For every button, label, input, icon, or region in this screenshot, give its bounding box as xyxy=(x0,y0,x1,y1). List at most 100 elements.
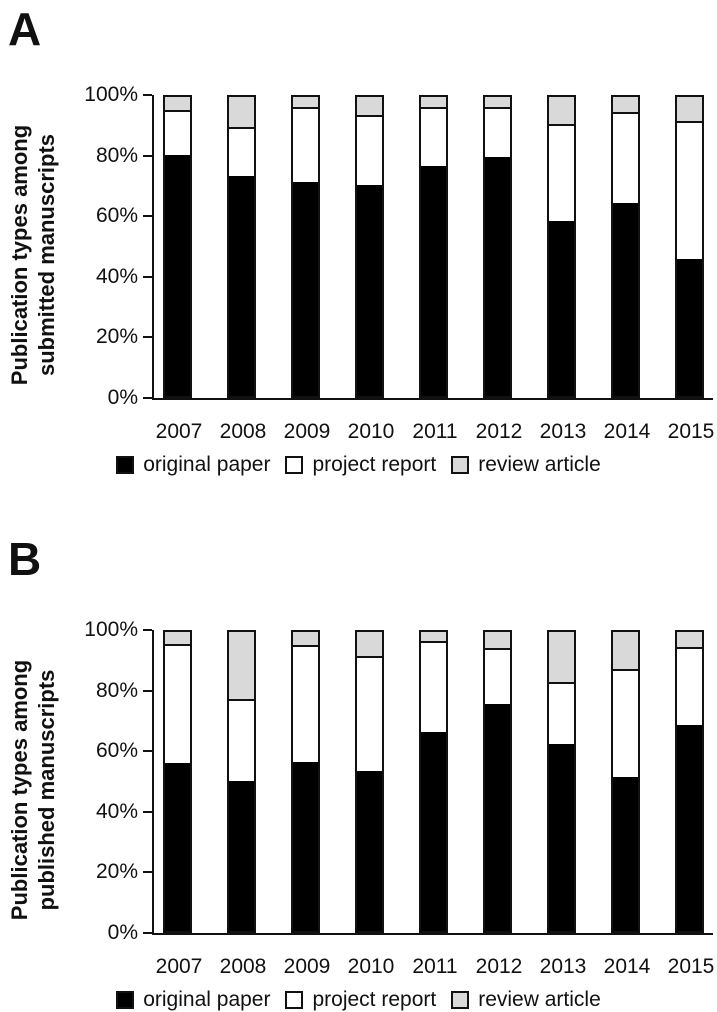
y-axis-tick xyxy=(143,750,152,753)
x-axis-tick-label: 2014 xyxy=(603,420,651,443)
y-axis-tick xyxy=(143,336,152,339)
panel-b: B Publication types among published manu… xyxy=(0,506,717,1012)
y-axis-tick-label: 100% xyxy=(84,83,138,106)
y-axis-tick xyxy=(143,215,152,218)
bar-segment-project-report xyxy=(612,113,638,203)
bar-segment-original-paper xyxy=(292,761,318,931)
bar-segment-review-article xyxy=(420,632,446,643)
bar-segment-review-article xyxy=(356,632,382,658)
bar-segment-project-report xyxy=(548,684,574,744)
bar-segment-original-paper xyxy=(484,156,510,396)
bar-segment-project-report xyxy=(420,642,446,732)
y-axis-tick-label: 0% xyxy=(107,921,138,944)
y-axis-tick xyxy=(143,275,152,278)
bar-segment-project-report xyxy=(548,125,574,221)
y-axis-tick xyxy=(143,154,152,157)
bar-2009 xyxy=(290,95,320,398)
y-axis-tick-label: 60% xyxy=(95,739,138,763)
bar-segment-original-paper xyxy=(612,202,638,396)
bar-segment-project-report xyxy=(356,657,382,771)
y-axis-tick xyxy=(143,629,152,631)
bar-2015 xyxy=(674,630,704,933)
y-axis-tick-label: 20% xyxy=(95,860,138,884)
bar-2011 xyxy=(418,630,448,933)
bar-segment-project-report xyxy=(484,109,510,157)
bar-2012 xyxy=(482,630,512,933)
bar-segment-review-article xyxy=(484,632,510,651)
bar-segment-project-report xyxy=(356,116,382,186)
bar-segment-original-paper xyxy=(676,259,702,396)
bar-2014 xyxy=(610,630,640,933)
legend-swatch-project-report xyxy=(285,456,304,474)
bar-segment-original-paper xyxy=(164,763,190,931)
bar-segment-original-paper xyxy=(356,770,382,931)
bar-2008 xyxy=(226,630,256,933)
bar-segment-review-article xyxy=(228,97,254,129)
y-axis-tick-label: 40% xyxy=(95,264,138,288)
bar-segment-original-paper xyxy=(548,743,574,931)
bar-segment-original-paper xyxy=(356,185,382,396)
bar-segment-original-paper xyxy=(612,776,638,931)
y-axis-tick-label: 0% xyxy=(107,386,138,409)
legend-label: project report xyxy=(312,453,437,476)
bar-2008 xyxy=(226,95,256,398)
panel-letter: A xyxy=(8,3,42,55)
bar-segment-project-report xyxy=(292,647,318,762)
y-axis-tick xyxy=(143,397,152,399)
bar-segment-review-article xyxy=(612,632,638,672)
bar-segment-original-paper xyxy=(676,724,702,931)
plot-area: 0% 20% 40% 60% 80% 100% xyxy=(84,83,713,409)
bar-2009 xyxy=(290,630,320,933)
bar-segment-project-report xyxy=(164,112,190,156)
x-axis-tick-label: 2015 xyxy=(667,955,715,978)
x-axis-tick-label: 2013 xyxy=(539,420,587,443)
y-axis-tick xyxy=(143,932,152,934)
x-axis-tick-label: 2010 xyxy=(347,955,395,978)
x-axis-tick-label: 2008 xyxy=(219,955,267,978)
bar-segment-original-paper xyxy=(420,165,446,396)
y-axis-tick-label: 80% xyxy=(95,678,138,702)
bar-segment-original-paper xyxy=(420,732,446,931)
x-axis-tick-label: 2015 xyxy=(667,420,715,443)
legend-item-review-article: review article xyxy=(451,453,601,477)
legend-label: review article xyxy=(478,988,601,1011)
bar-2013 xyxy=(546,95,576,398)
bar-2010 xyxy=(354,95,384,398)
bar-segment-project-report xyxy=(612,671,638,777)
legend-label: original paper xyxy=(143,453,271,476)
x-axis-tick-label: 2007 xyxy=(155,420,203,443)
x-axis-tick-label: 2007 xyxy=(155,955,203,978)
x-axis-tick-label: 2010 xyxy=(347,420,395,443)
bar-segment-original-paper xyxy=(484,703,510,931)
x-axis-tick-label: 2009 xyxy=(283,955,331,978)
y-axis-tick-label: 40% xyxy=(95,799,138,823)
y-axis-title-line-1: Publication types among xyxy=(7,659,32,921)
plot-area: 0% 20% 40% 60% 80% 100% xyxy=(84,618,713,944)
legend-item-project-report: project report xyxy=(285,453,436,477)
panel-letter: B xyxy=(8,533,42,585)
x-axis-tick-label: 2012 xyxy=(475,420,523,443)
legend-swatch-original-paper xyxy=(116,991,135,1009)
legend-swatch-original-paper xyxy=(116,456,135,474)
bar-segment-project-report xyxy=(228,700,254,782)
bar-segment-original-paper xyxy=(228,781,254,931)
x-axis-tick-label: 2011 xyxy=(412,955,458,978)
bar-segment-review-article xyxy=(484,97,510,110)
y-axis-tick-label: 100% xyxy=(84,618,138,641)
bar-2012 xyxy=(482,95,512,398)
bar-segment-review-article xyxy=(164,97,190,113)
y-axis-tick xyxy=(143,810,152,813)
legend-label: project report xyxy=(312,988,437,1011)
legend-item-original-paper: original paper xyxy=(116,453,270,477)
legend-swatch-review-article xyxy=(451,991,470,1009)
bar-segment-project-report xyxy=(164,645,190,764)
legend-label: review article xyxy=(478,453,601,476)
legend-item-project-report: project report xyxy=(285,988,436,1012)
x-axis-tick-label: 2013 xyxy=(539,955,587,978)
bar-segment-review-article xyxy=(356,97,382,117)
legend-swatch-review-article xyxy=(451,456,470,474)
bar-2015 xyxy=(674,95,704,398)
bar-2011 xyxy=(418,95,448,398)
x-axis-tick-label: 2014 xyxy=(603,955,651,978)
bar-segment-original-paper xyxy=(292,182,318,396)
